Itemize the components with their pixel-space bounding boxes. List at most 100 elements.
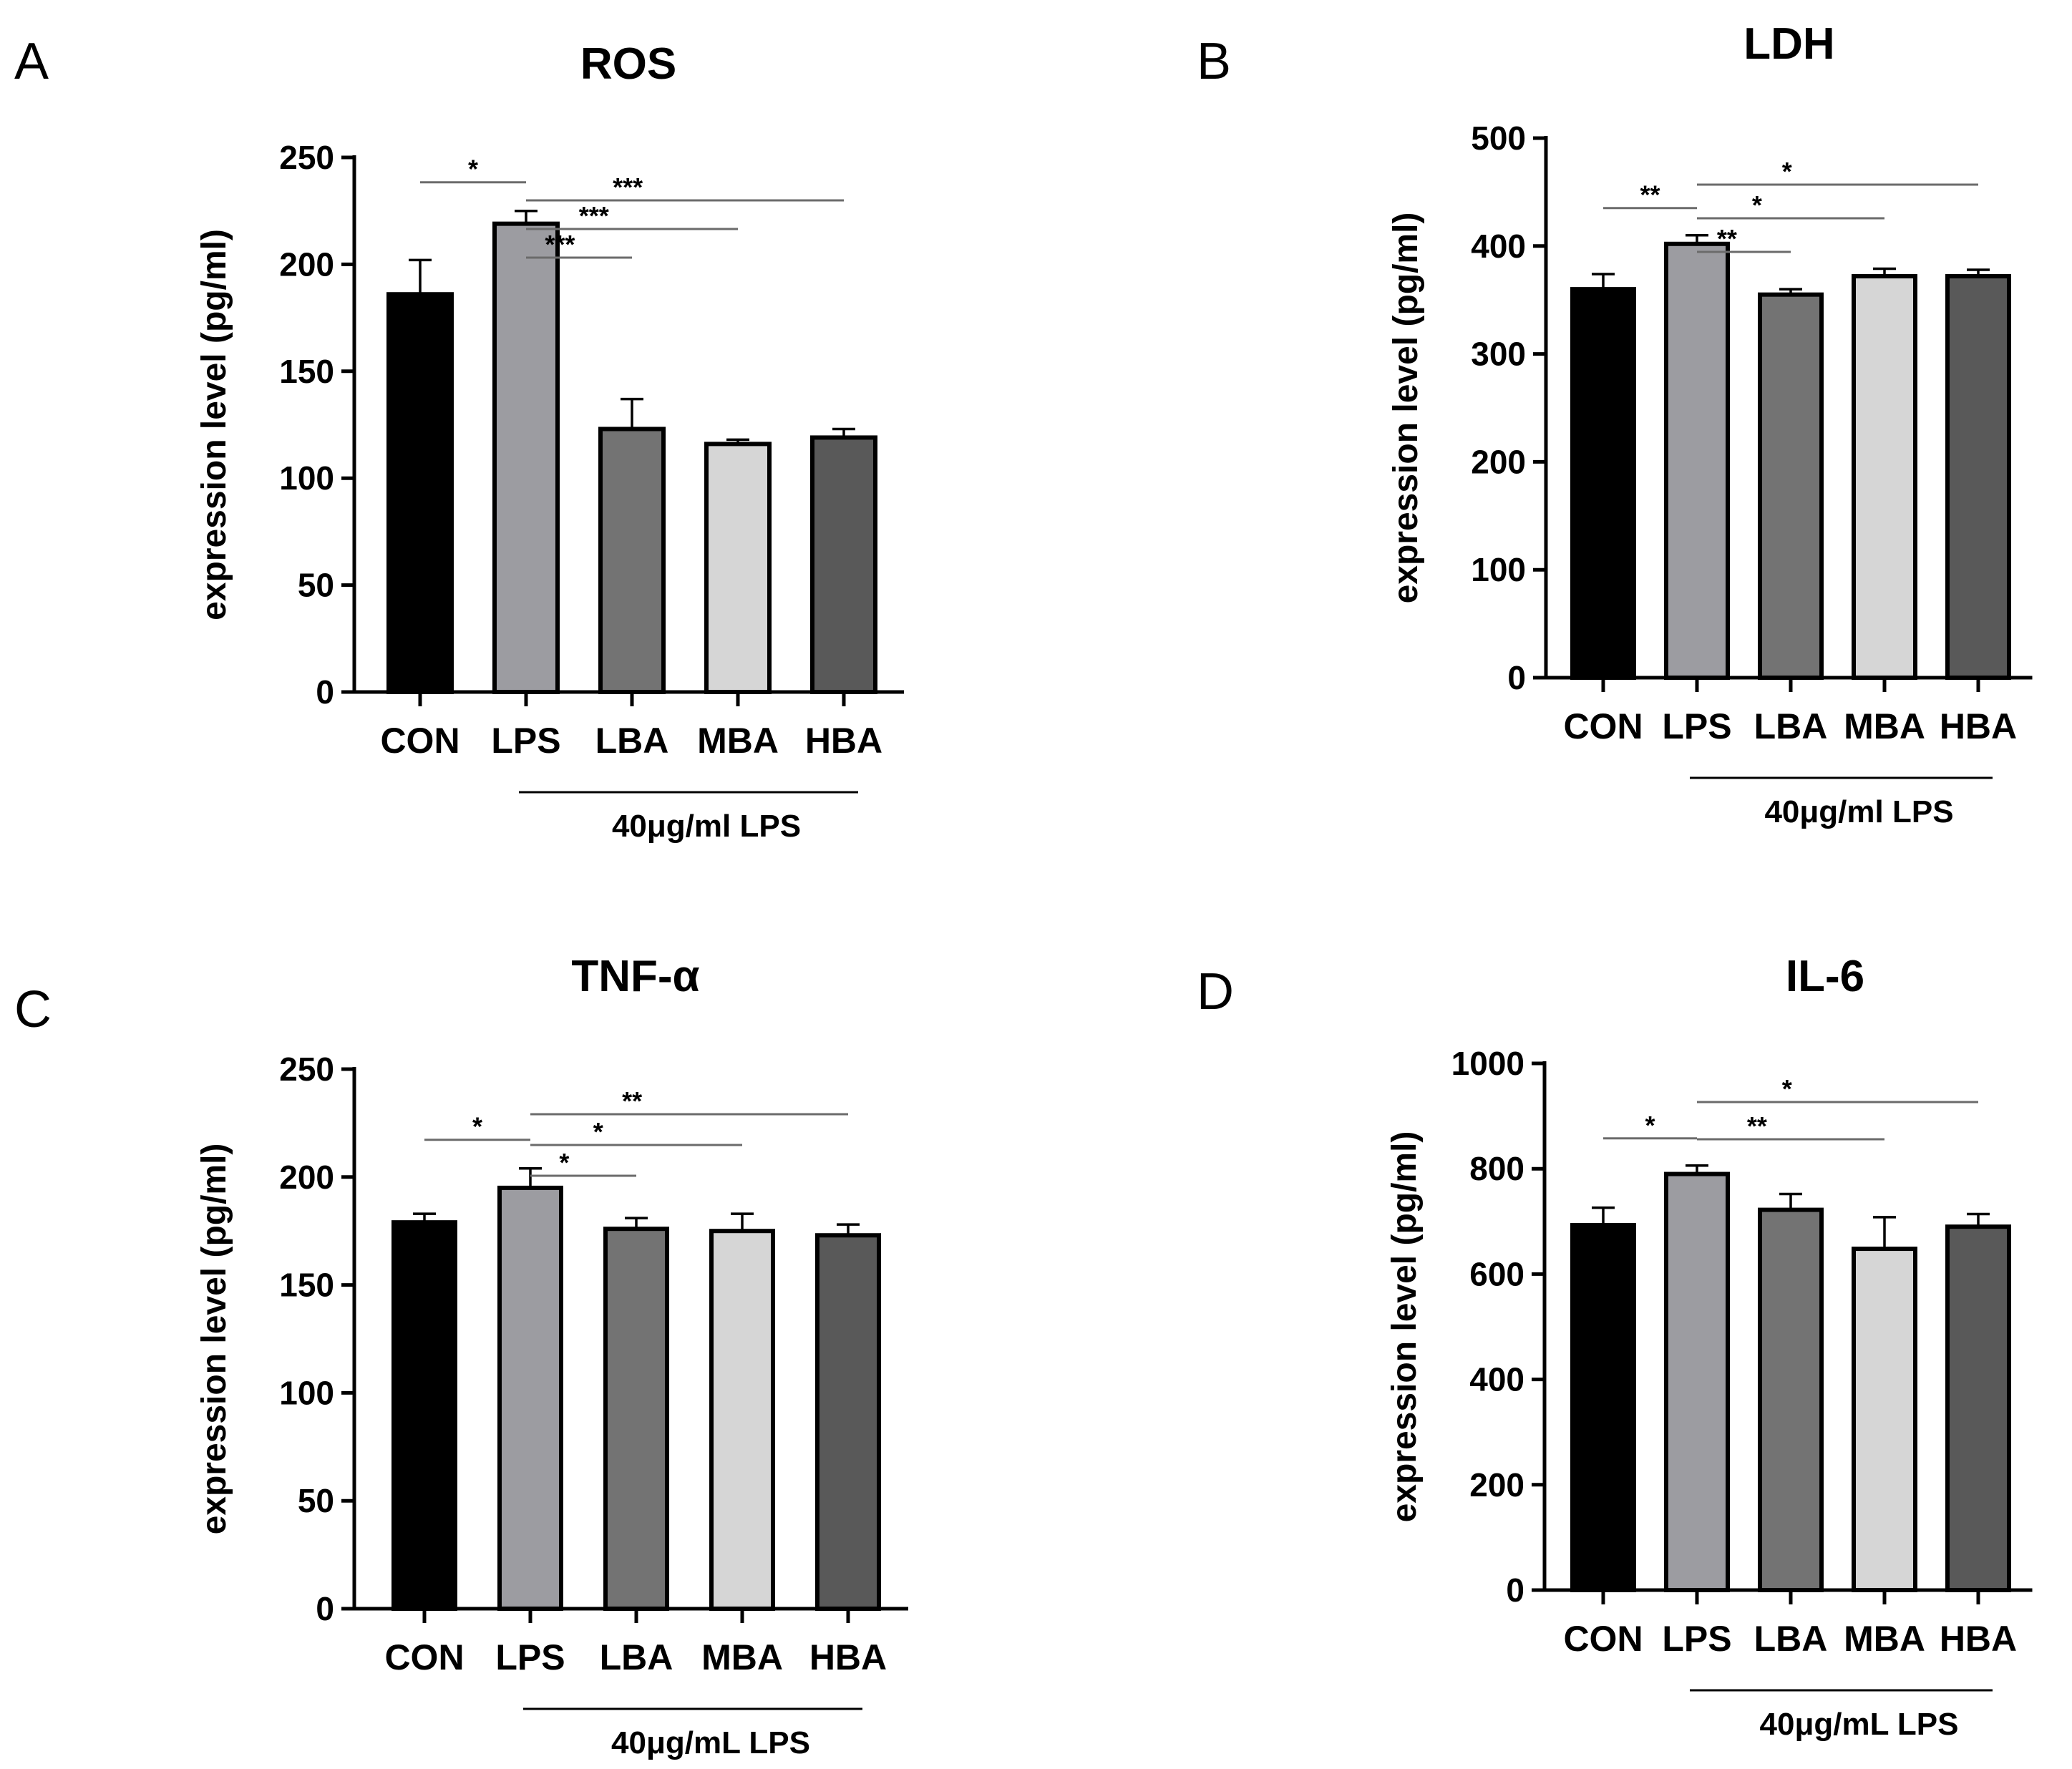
bar <box>1570 287 1636 680</box>
x-tick-label: CON <box>1563 706 1643 746</box>
bar <box>391 1220 457 1611</box>
significance-label: ** <box>622 1086 642 1116</box>
x-tick-label: LPS <box>1662 1619 1731 1659</box>
x-tick-label: LPS <box>1662 706 1731 746</box>
significance-label: ** <box>1717 224 1737 253</box>
significance-label: * <box>1782 157 1792 186</box>
significance-label: * <box>472 1112 482 1141</box>
x-tick-label: MBA <box>1844 706 1925 746</box>
significance-label: * <box>593 1117 603 1146</box>
y-tick-label: 1000 <box>1451 1045 1524 1082</box>
bar <box>1945 274 2011 680</box>
y-tick-label: 200 <box>279 245 334 283</box>
bar <box>603 1227 669 1611</box>
y-tick-label: 200 <box>1469 1466 1524 1504</box>
bar <box>1664 241 1730 680</box>
y-tick-label: 250 <box>279 1051 334 1088</box>
bar <box>492 221 560 694</box>
bar <box>1852 274 1917 680</box>
panel-letter: D <box>1197 963 1234 1020</box>
significance-label: * <box>1645 1111 1655 1140</box>
bar <box>1664 1171 1730 1593</box>
y-tick-label: 100 <box>1471 551 1526 588</box>
x-tick-label: CON <box>1563 1619 1643 1659</box>
significance-label: * <box>1782 1074 1792 1103</box>
y-tick-label: 0 <box>1507 659 1526 696</box>
bar <box>598 427 666 694</box>
y-tick-label: 200 <box>279 1159 334 1196</box>
bar <box>1570 1222 1636 1593</box>
bar <box>709 1229 775 1611</box>
y-tick-label: 100 <box>279 1374 334 1411</box>
y-tick-label: 250 <box>279 139 334 176</box>
y-tick-label: 400 <box>1471 228 1526 265</box>
y-tick-label: 400 <box>1469 1361 1524 1398</box>
significance-label: * <box>468 155 478 184</box>
bar <box>386 292 454 694</box>
panel-b: B LDH expression level (pg/ml) 0 100 200 300 40… <box>1197 19 2033 829</box>
bar <box>497 1185 563 1611</box>
x-tick-label: MBA <box>697 721 779 761</box>
group-label: 40μg/mL LPS <box>611 1725 810 1760</box>
x-tick-label: LBA <box>1754 706 1828 746</box>
x-tick-label: LBA <box>595 721 669 761</box>
panel-d: D IL-6 expression level (pg/ml) 0 200 400 600 8… <box>1197 952 2033 1742</box>
y-tick-label: 50 <box>298 1482 334 1519</box>
panel-a: A ROS expression level (pg/ml) 0 50 100 150 200… <box>14 33 904 844</box>
x-tick-label: LPS <box>491 721 560 761</box>
significance-label: * <box>1752 190 1762 220</box>
panel-c: C TNF-α expression level (pg/ml) 0 50 100 150 2… <box>14 952 908 1760</box>
y-tick-label: 50 <box>298 567 334 604</box>
bar <box>1945 1224 2011 1593</box>
bar <box>1758 1207 1824 1593</box>
y-tick-label: 0 <box>316 1590 334 1627</box>
x-tick-label: MBA <box>1844 1619 1925 1659</box>
y-tick-label: 0 <box>1506 1571 1524 1609</box>
x-tick-label: HBA <box>805 721 882 761</box>
x-tick-label: CON <box>384 1637 464 1677</box>
y-tick-label: 150 <box>279 1267 334 1304</box>
x-tick-label: LPS <box>495 1637 565 1677</box>
bar <box>1852 1247 1917 1593</box>
x-tick-label: HBA <box>809 1637 887 1677</box>
y-tick-label: 800 <box>1469 1150 1524 1187</box>
bar <box>704 442 772 695</box>
y-tick-label: 150 <box>279 353 334 390</box>
panel-letter: C <box>14 981 52 1038</box>
y-tick-label: 300 <box>1471 336 1526 373</box>
group-label: 40μg/ml LPS <box>612 809 801 844</box>
y-tick-label: 600 <box>1469 1255 1524 1292</box>
panel-letter: A <box>14 33 49 90</box>
y-tick-label: 0 <box>316 673 334 711</box>
x-tick-label: MBA <box>701 1637 783 1677</box>
panel-letter: B <box>1197 33 1231 90</box>
significance-label: ** <box>1640 180 1660 210</box>
chart-title: LDH <box>1743 19 1834 69</box>
x-tick-label: LBA <box>1754 1619 1828 1659</box>
chart-title: ROS <box>580 39 676 89</box>
x-tick-label: CON <box>380 721 459 761</box>
x-tick-label: HBA <box>1940 1619 2017 1659</box>
bar <box>815 1233 881 1612</box>
chart-title: IL-6 <box>1786 952 1864 1001</box>
y-tick-label: 200 <box>1471 443 1526 480</box>
y-tick-label: 100 <box>279 459 334 497</box>
significance-label: *** <box>545 230 575 259</box>
y-axis-label: expression level (pg/ml) <box>1386 1131 1424 1523</box>
y-axis-label: expression level (pg/ml) <box>195 1144 233 1535</box>
group-label: 40μg/mL LPS <box>1760 1707 1959 1742</box>
x-tick-label: LBA <box>600 1637 673 1677</box>
bar <box>810 435 877 694</box>
significance-label: ** <box>1747 1111 1767 1141</box>
y-tick-label: 500 <box>1471 120 1526 157</box>
bar <box>1758 292 1824 681</box>
significance-label: *** <box>579 201 609 230</box>
y-axis-label: expression level (pg/ml) <box>1387 213 1425 604</box>
significance-label: * <box>559 1148 569 1177</box>
y-axis-label: expression level (pg/ml) <box>195 229 233 620</box>
significance-label: *** <box>613 172 643 202</box>
x-tick-label: HBA <box>1940 706 2017 746</box>
chart-title: TNF-α <box>571 952 699 1001</box>
group-label: 40μg/ml LPS <box>1764 794 1953 829</box>
